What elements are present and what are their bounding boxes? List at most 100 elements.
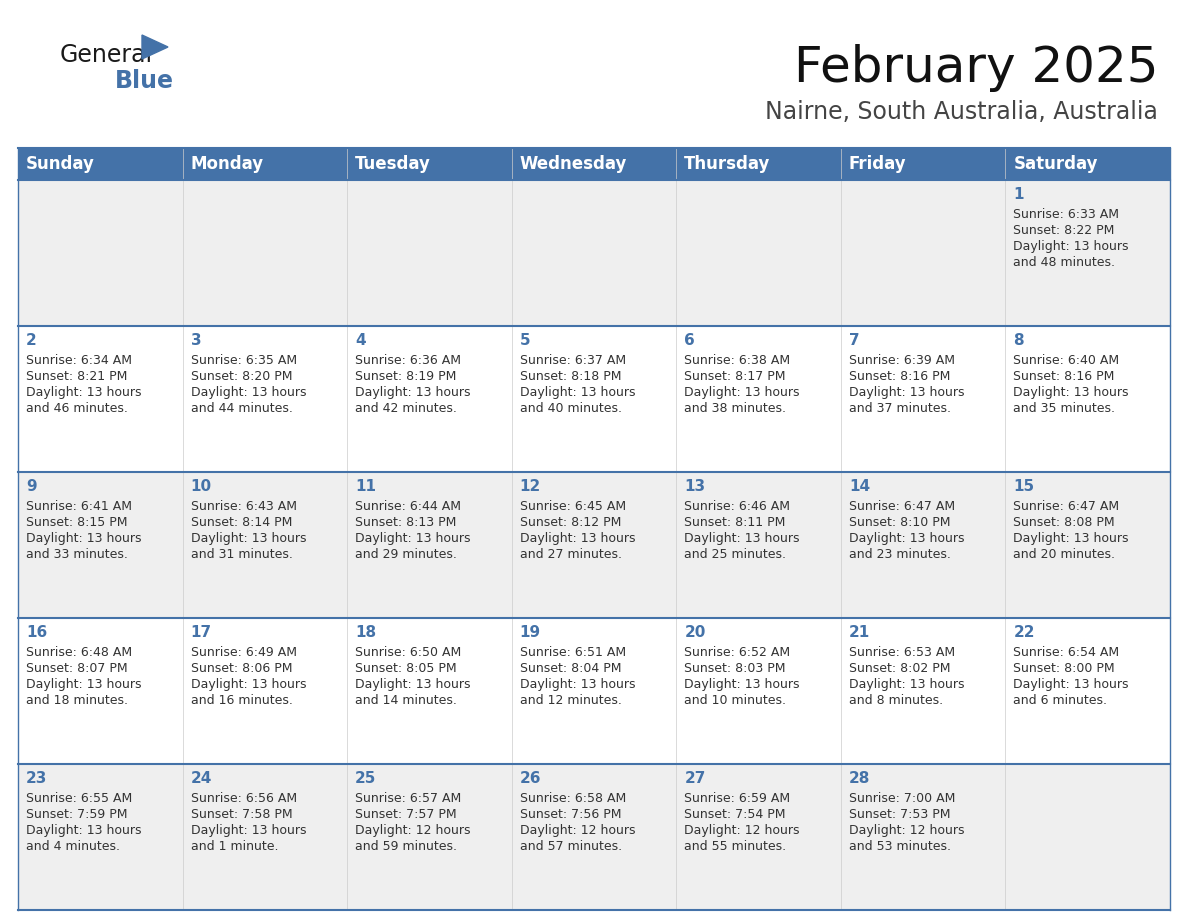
Text: Sunrise: 6:59 AM: Sunrise: 6:59 AM xyxy=(684,792,790,805)
Text: Friday: Friday xyxy=(849,155,906,173)
Text: Sunset: 8:03 PM: Sunset: 8:03 PM xyxy=(684,662,785,675)
Text: Sunrise: 6:50 AM: Sunrise: 6:50 AM xyxy=(355,646,461,659)
Text: Saturday: Saturday xyxy=(1013,155,1098,173)
Bar xyxy=(841,180,1005,326)
Text: 10: 10 xyxy=(190,479,211,494)
Text: and 8 minutes.: and 8 minutes. xyxy=(849,694,943,707)
Text: and 59 minutes.: and 59 minutes. xyxy=(355,840,457,853)
Text: Daylight: 13 hours: Daylight: 13 hours xyxy=(26,824,141,837)
Text: 7: 7 xyxy=(849,333,859,348)
Bar xyxy=(1005,148,1170,180)
Text: Daylight: 13 hours: Daylight: 13 hours xyxy=(519,386,636,399)
Bar xyxy=(18,180,183,326)
Text: Sunset: 8:06 PM: Sunset: 8:06 PM xyxy=(190,662,292,675)
Text: Sunset: 7:58 PM: Sunset: 7:58 PM xyxy=(190,808,292,821)
Text: Daylight: 13 hours: Daylight: 13 hours xyxy=(519,532,636,545)
Text: Sunrise: 6:45 AM: Sunrise: 6:45 AM xyxy=(519,500,626,513)
Text: Sunrise: 6:43 AM: Sunrise: 6:43 AM xyxy=(190,500,297,513)
Text: Sunrise: 6:58 AM: Sunrise: 6:58 AM xyxy=(519,792,626,805)
Bar xyxy=(676,326,841,472)
Text: Sunrise: 6:56 AM: Sunrise: 6:56 AM xyxy=(190,792,297,805)
Text: Sunset: 8:16 PM: Sunset: 8:16 PM xyxy=(849,370,950,383)
Bar xyxy=(512,618,676,764)
Text: Sunset: 7:54 PM: Sunset: 7:54 PM xyxy=(684,808,785,821)
Bar xyxy=(347,472,512,618)
Text: Sunrise: 6:33 AM: Sunrise: 6:33 AM xyxy=(1013,208,1119,221)
Text: Daylight: 13 hours: Daylight: 13 hours xyxy=(190,386,307,399)
Text: Sunset: 7:53 PM: Sunset: 7:53 PM xyxy=(849,808,950,821)
Text: Daylight: 13 hours: Daylight: 13 hours xyxy=(355,678,470,691)
Text: Daylight: 13 hours: Daylight: 13 hours xyxy=(1013,678,1129,691)
Text: Sunrise: 6:40 AM: Sunrise: 6:40 AM xyxy=(1013,354,1119,367)
Text: Daylight: 13 hours: Daylight: 13 hours xyxy=(1013,532,1129,545)
Text: 11: 11 xyxy=(355,479,377,494)
Text: 6: 6 xyxy=(684,333,695,348)
Text: Sunrise: 6:38 AM: Sunrise: 6:38 AM xyxy=(684,354,790,367)
Bar xyxy=(676,472,841,618)
Bar xyxy=(512,472,676,618)
Text: Daylight: 13 hours: Daylight: 13 hours xyxy=(849,678,965,691)
Text: Sunrise: 6:54 AM: Sunrise: 6:54 AM xyxy=(1013,646,1119,659)
Bar xyxy=(512,148,676,180)
Text: Sunrise: 6:53 AM: Sunrise: 6:53 AM xyxy=(849,646,955,659)
Text: 26: 26 xyxy=(519,771,542,786)
Bar xyxy=(841,326,1005,472)
Bar xyxy=(841,764,1005,910)
Text: and 37 minutes.: and 37 minutes. xyxy=(849,402,950,415)
Text: 18: 18 xyxy=(355,625,377,640)
Text: Sunset: 8:22 PM: Sunset: 8:22 PM xyxy=(1013,224,1114,237)
Text: Sunset: 8:04 PM: Sunset: 8:04 PM xyxy=(519,662,621,675)
Bar xyxy=(1005,472,1170,618)
Polygon shape xyxy=(143,35,168,59)
Text: Daylight: 13 hours: Daylight: 13 hours xyxy=(355,386,470,399)
Text: Sunset: 7:59 PM: Sunset: 7:59 PM xyxy=(26,808,127,821)
Text: 22: 22 xyxy=(1013,625,1035,640)
Text: Sunday: Sunday xyxy=(26,155,95,173)
Text: 13: 13 xyxy=(684,479,706,494)
Text: 20: 20 xyxy=(684,625,706,640)
Text: Sunrise: 6:49 AM: Sunrise: 6:49 AM xyxy=(190,646,297,659)
Text: and 27 minutes.: and 27 minutes. xyxy=(519,548,621,561)
Bar xyxy=(347,326,512,472)
Text: Sunrise: 6:46 AM: Sunrise: 6:46 AM xyxy=(684,500,790,513)
Bar xyxy=(1005,618,1170,764)
Text: 21: 21 xyxy=(849,625,870,640)
Text: and 25 minutes.: and 25 minutes. xyxy=(684,548,786,561)
Text: and 12 minutes.: and 12 minutes. xyxy=(519,694,621,707)
Text: and 42 minutes.: and 42 minutes. xyxy=(355,402,457,415)
Text: Daylight: 13 hours: Daylight: 13 hours xyxy=(684,678,800,691)
Text: Sunset: 8:17 PM: Sunset: 8:17 PM xyxy=(684,370,785,383)
Text: Daylight: 13 hours: Daylight: 13 hours xyxy=(849,532,965,545)
Text: Daylight: 12 hours: Daylight: 12 hours xyxy=(519,824,636,837)
Text: Daylight: 13 hours: Daylight: 13 hours xyxy=(1013,240,1129,253)
Text: 8: 8 xyxy=(1013,333,1024,348)
Text: Sunrise: 6:51 AM: Sunrise: 6:51 AM xyxy=(519,646,626,659)
Text: and 57 minutes.: and 57 minutes. xyxy=(519,840,621,853)
Text: Daylight: 12 hours: Daylight: 12 hours xyxy=(684,824,800,837)
Bar xyxy=(1005,180,1170,326)
Text: 5: 5 xyxy=(519,333,530,348)
Text: 19: 19 xyxy=(519,625,541,640)
Text: and 40 minutes.: and 40 minutes. xyxy=(519,402,621,415)
Text: and 4 minutes.: and 4 minutes. xyxy=(26,840,120,853)
Bar xyxy=(18,764,183,910)
Text: and 38 minutes.: and 38 minutes. xyxy=(684,402,786,415)
Text: Sunrise: 6:36 AM: Sunrise: 6:36 AM xyxy=(355,354,461,367)
Text: and 31 minutes.: and 31 minutes. xyxy=(190,548,292,561)
Bar xyxy=(676,764,841,910)
Bar xyxy=(183,472,347,618)
Text: and 35 minutes.: and 35 minutes. xyxy=(1013,402,1116,415)
Text: Daylight: 13 hours: Daylight: 13 hours xyxy=(190,824,307,837)
Bar xyxy=(512,180,676,326)
Bar xyxy=(347,618,512,764)
Text: Sunset: 8:10 PM: Sunset: 8:10 PM xyxy=(849,516,950,529)
Bar xyxy=(512,764,676,910)
Text: Sunset: 8:20 PM: Sunset: 8:20 PM xyxy=(190,370,292,383)
Text: Sunrise: 7:00 AM: Sunrise: 7:00 AM xyxy=(849,792,955,805)
Text: Daylight: 13 hours: Daylight: 13 hours xyxy=(684,386,800,399)
Text: Daylight: 12 hours: Daylight: 12 hours xyxy=(355,824,470,837)
Text: General: General xyxy=(61,43,153,67)
Text: Daylight: 13 hours: Daylight: 13 hours xyxy=(684,532,800,545)
Text: and 55 minutes.: and 55 minutes. xyxy=(684,840,786,853)
Text: and 29 minutes.: and 29 minutes. xyxy=(355,548,457,561)
